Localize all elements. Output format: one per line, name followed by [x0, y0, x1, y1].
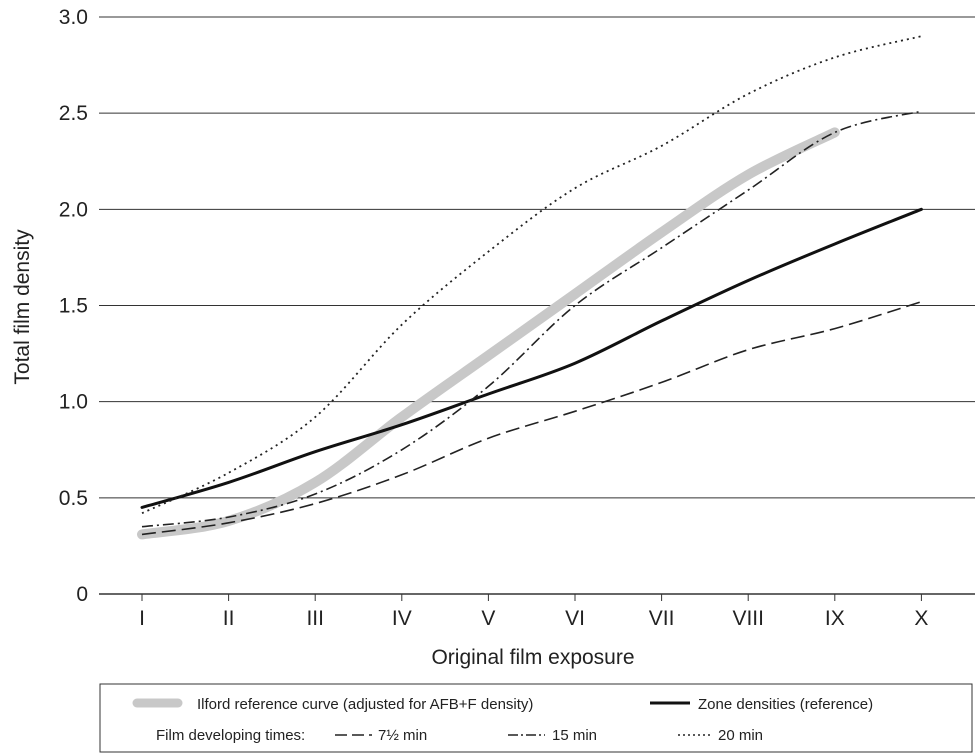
x-tick-label: IV: [392, 607, 412, 630]
x-tick-label: VII: [649, 607, 675, 630]
x-axis-title: Original film exposure: [431, 646, 634, 669]
legend-label-15: 15 min: [552, 727, 597, 744]
x-tick-label: VIII: [732, 607, 764, 630]
x-tick-label: II: [223, 607, 235, 630]
y-axis-title: Total film density: [11, 229, 34, 385]
series-line-15-min: [141, 110, 922, 528]
x-tick-label: X: [914, 607, 928, 630]
legend-label-7half: 7½ min: [378, 727, 427, 744]
legend: Ilford reference curve (adjusted for AFB…: [99, 683, 973, 753]
y-tick-label: 2.0: [59, 198, 88, 221]
x-tick-labels: I II III IV V VI VII VIII IX X: [139, 607, 928, 630]
x-tick-label: IX: [825, 607, 845, 630]
x-tick-label: VI: [565, 607, 585, 630]
legend-label-20: 20 min: [718, 727, 763, 744]
series-line-zone-densities-reference: [140, 207, 923, 509]
x-tick-label: V: [481, 607, 495, 630]
y-tick-label: 3.0: [59, 6, 88, 29]
y-tick-label: 0.5: [59, 487, 88, 510]
legend-label-ilford: Ilford reference curve (adjusted for AFB…: [197, 696, 533, 713]
y-tick-label: 1.0: [59, 391, 88, 414]
series-line-ilford-reference-curve-adjusted-for-afb-f-density: [137, 127, 840, 540]
legend-label-zone: Zone densities (reference): [698, 696, 873, 713]
legend-box: [99, 683, 973, 753]
y-tick-labels: 0 0.5 1.0 1.5 2.0 2.5 3.0: [59, 6, 88, 606]
x-tick-label: I: [139, 607, 145, 630]
legend-developing-times-label: Film developing times:: [156, 727, 305, 744]
y-tick-label: 1.5: [59, 295, 88, 318]
y-tick-label: 2.5: [59, 102, 88, 125]
x-tick-marks: [141, 594, 922, 601]
y-tick-label: 0: [76, 583, 88, 606]
grid: [99, 16, 975, 595]
x-tick-label: III: [306, 607, 324, 630]
series-lines: [137, 35, 923, 540]
series-line-20-min: [141, 35, 922, 515]
series-line-7-min: [141, 300, 922, 536]
